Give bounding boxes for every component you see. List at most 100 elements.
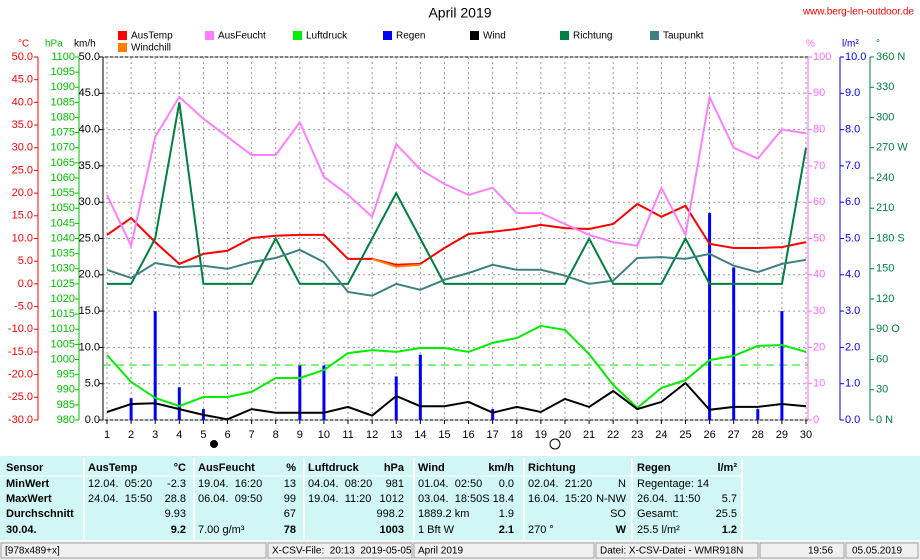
table-header: Sensor bbox=[6, 462, 44, 474]
x-tick-label: 30 bbox=[800, 429, 812, 441]
y-tick-label: 1030 bbox=[51, 263, 75, 275]
axis-unit: l/m² bbox=[842, 39, 859, 50]
x-tick-label: 16 bbox=[462, 429, 474, 441]
status-bar bbox=[0, 541, 920, 560]
y-tick-label: 990 bbox=[57, 384, 75, 396]
y-tick-label: 270 W bbox=[876, 142, 908, 154]
y-tick-label: 1020 bbox=[51, 293, 75, 305]
y-tick-label: 360 N bbox=[876, 51, 905, 63]
rain-bar bbox=[708, 213, 712, 420]
table-background bbox=[0, 456, 920, 540]
table-header: % bbox=[286, 462, 296, 474]
status-fields bbox=[0, 542, 919, 559]
table-cell: 1 Bft W bbox=[418, 524, 455, 536]
axis-unit: hPa bbox=[45, 39, 63, 50]
table-cell: 25.5 bbox=[716, 508, 737, 520]
rain-bar bbox=[322, 365, 326, 420]
table-header: hPa bbox=[384, 462, 405, 474]
table-cell: 99 bbox=[284, 493, 296, 505]
y-tick-label: 0.0 bbox=[18, 278, 33, 290]
table-header: AusTemp bbox=[88, 462, 138, 474]
rain-bar bbox=[491, 409, 495, 420]
y-tick-label: 5.0 bbox=[845, 232, 860, 244]
y-tick-label: 10.0 bbox=[12, 232, 33, 244]
axis-unit: °C bbox=[18, 39, 29, 50]
table-cell: 2.1 bbox=[499, 524, 514, 536]
table-cell: 12.04. 05:20 bbox=[88, 478, 152, 490]
axis-unit: ° bbox=[876, 39, 880, 50]
y-tick-label: 40 bbox=[813, 269, 825, 281]
y-tick-label: 180 S bbox=[876, 232, 905, 244]
rain-bar bbox=[177, 387, 181, 420]
table-cell: 16.04. 15:20 bbox=[528, 493, 592, 505]
status-text: 19:56 bbox=[808, 546, 833, 557]
table-header: Regen bbox=[637, 462, 671, 474]
x-tick-label: 19 bbox=[535, 429, 547, 441]
chart-title: April 2019 bbox=[428, 5, 491, 21]
table-cell: 981 bbox=[386, 478, 404, 490]
table-cell: 01.04. 02:50 bbox=[418, 478, 482, 490]
x-tick-label: 25 bbox=[679, 429, 691, 441]
y-tick-label: -20.0 bbox=[8, 369, 33, 381]
y-tick-label: 8.0 bbox=[845, 124, 860, 136]
series-line bbox=[106, 248, 807, 297]
x-tick-label: 1 bbox=[104, 429, 110, 441]
legend-label: Taupunkt bbox=[663, 31, 704, 42]
y-tick-label: 60 bbox=[876, 353, 888, 365]
table-cell: 0.0 bbox=[499, 478, 514, 490]
table-cell: Regentage: 14 bbox=[637, 478, 709, 490]
y-tick-label: 50 bbox=[813, 232, 825, 244]
y-tick-label: -15.0 bbox=[8, 346, 33, 358]
table-cell: 30.04. bbox=[6, 524, 37, 536]
y-tick-label: 210 bbox=[876, 202, 894, 214]
y-tick-label: 330 bbox=[876, 81, 894, 93]
table-cell: 78 bbox=[284, 524, 296, 536]
y-tick-label: 1015 bbox=[51, 308, 75, 320]
y-tick-label: 5.0 bbox=[18, 255, 33, 267]
y-tick-label: 1060 bbox=[51, 172, 75, 184]
y-tick-label: 4.0 bbox=[845, 269, 860, 281]
y-tick-label: 40.0 bbox=[12, 96, 33, 108]
table-cell: SO bbox=[610, 508, 626, 520]
series-line bbox=[371, 257, 421, 268]
table-cell: 5.7 bbox=[722, 493, 737, 505]
y-tick-label: 7.0 bbox=[845, 160, 860, 172]
table-cell: 04.04. 08:20 bbox=[308, 478, 372, 490]
x-tick-label: 14 bbox=[414, 429, 426, 441]
legend-swatch bbox=[560, 31, 569, 40]
table-cell: 1.2 bbox=[722, 524, 737, 536]
y-tick-label: 1010 bbox=[51, 323, 75, 335]
rain-bar bbox=[129, 398, 133, 420]
y-tick-label: 1045 bbox=[51, 217, 75, 229]
rain-bar bbox=[394, 376, 398, 420]
status-text: X-CSV-File: 20:13 2019-05-05 bbox=[272, 546, 412, 557]
table-cell: 28.8 bbox=[165, 493, 186, 505]
status-text: [978x489+x] bbox=[5, 546, 60, 557]
rain-bar bbox=[153, 311, 157, 420]
y-tick-label: 1065 bbox=[51, 157, 75, 169]
y-tick-label: 90 O bbox=[876, 323, 900, 335]
table-cell: MinWert bbox=[6, 478, 50, 490]
x-tick-label: 22 bbox=[607, 429, 619, 441]
y-tick-label: 985 bbox=[57, 399, 75, 411]
table-cell: 67 bbox=[284, 508, 296, 520]
table-cell: 7.00 g/m³ bbox=[198, 524, 245, 536]
y-tick-label: 995 bbox=[57, 369, 75, 381]
y-tick-label: 20.0 bbox=[12, 187, 33, 199]
status-field bbox=[0, 542, 267, 559]
y-tick-label: 5.0 bbox=[85, 378, 100, 390]
table-header: Luftdruck bbox=[308, 462, 360, 474]
table-cell: 13 bbox=[284, 478, 296, 490]
legend-swatch bbox=[470, 31, 479, 40]
table-header: °C bbox=[174, 462, 186, 474]
y-tick-label: 10.0 bbox=[845, 51, 866, 63]
y-tick-label: 150 bbox=[876, 263, 894, 275]
y-tick-label: 30 bbox=[813, 305, 825, 317]
y-tick-label: 980 bbox=[57, 414, 75, 426]
status-field bbox=[845, 542, 919, 559]
y-tick-label: 1005 bbox=[51, 338, 75, 350]
axis-unit: km/h bbox=[74, 39, 96, 50]
legend-swatch bbox=[118, 31, 127, 40]
y-tick-label: 0 N bbox=[876, 414, 893, 426]
